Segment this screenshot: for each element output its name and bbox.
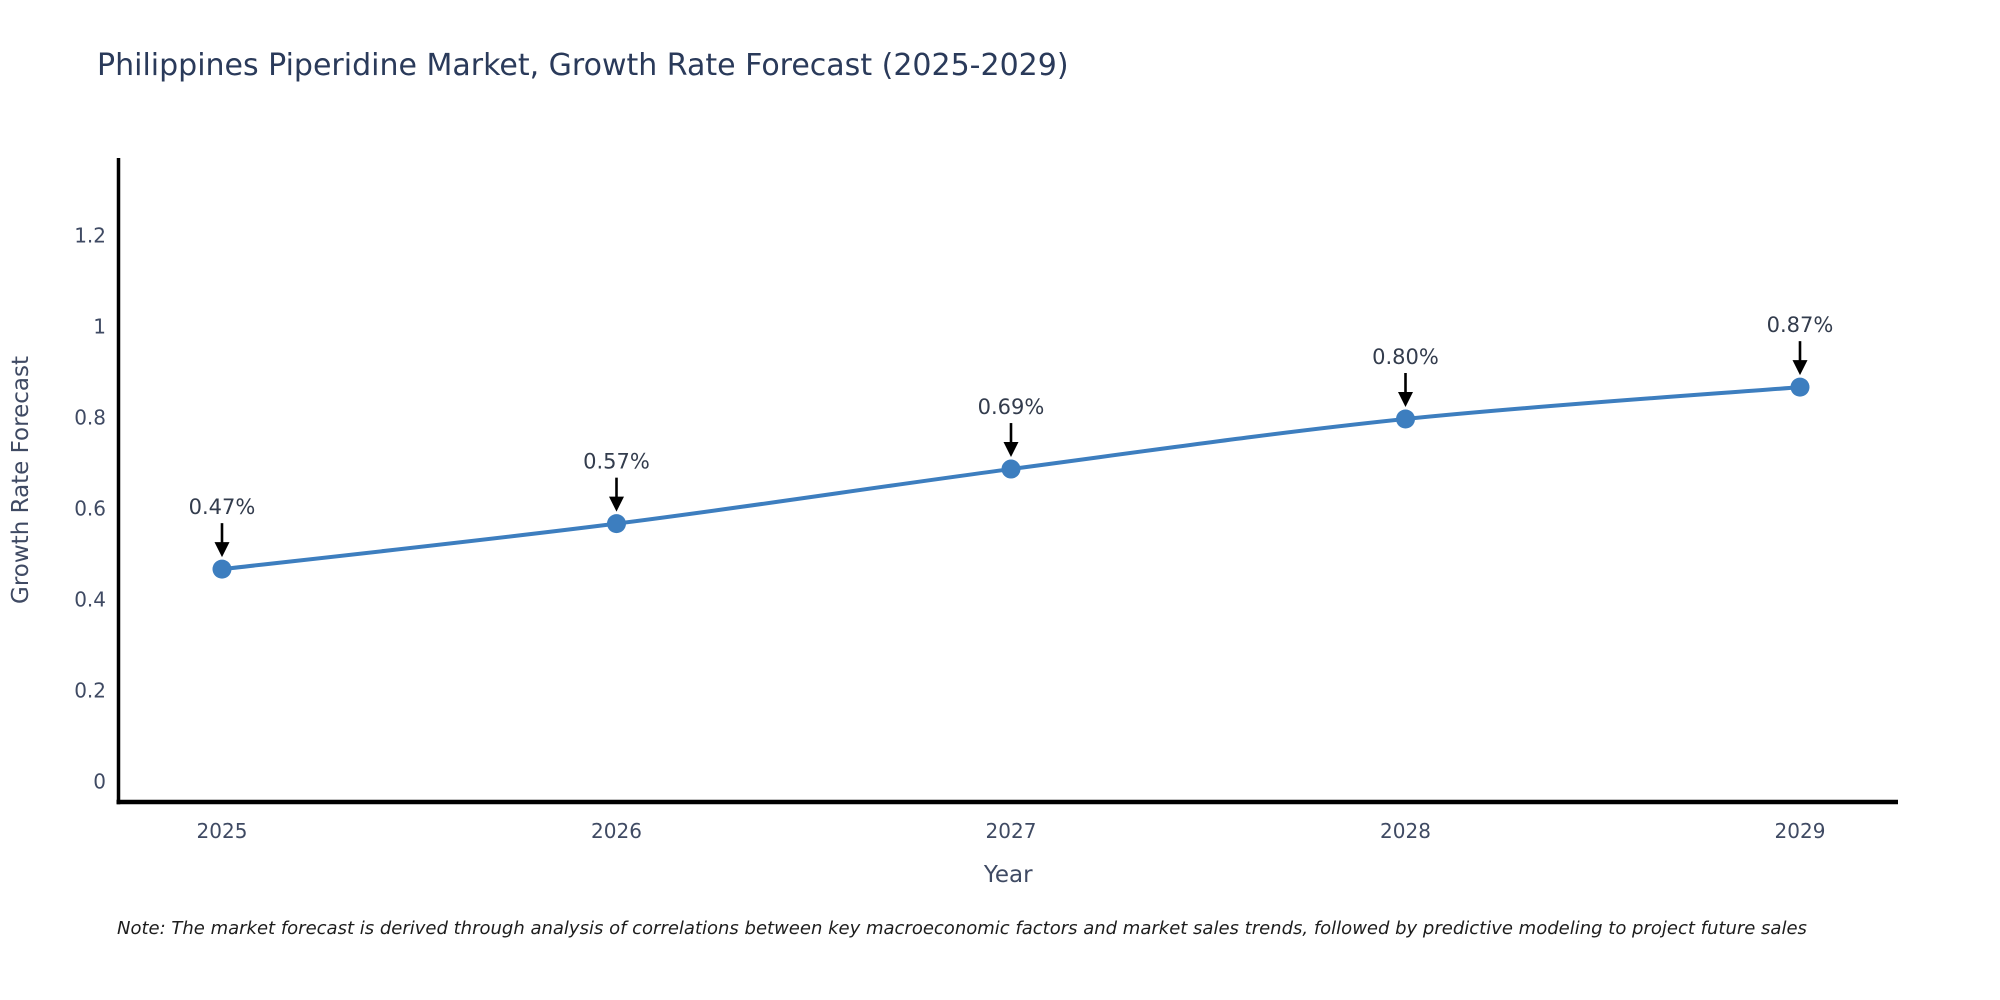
annotation-arrowhead-icon <box>609 496 624 512</box>
x-tick-label: 2027 <box>986 819 1037 843</box>
x-tick-label: 2026 <box>591 819 642 843</box>
data-point-label: 0.87% <box>1767 313 1834 337</box>
data-point-marker <box>607 514 626 534</box>
y-tick-label: 0.4 <box>74 588 106 612</box>
data-point-marker <box>1001 459 1021 479</box>
y-tick-label: 0.2 <box>74 679 106 703</box>
x-tick-label: 2025 <box>197 819 248 843</box>
annotation-arrowhead-icon <box>1792 360 1808 376</box>
y-tick-label: 0.6 <box>74 497 106 521</box>
footnote: Note: The market forecast is derived thr… <box>117 918 1807 939</box>
annotation-arrowhead-icon <box>214 542 230 558</box>
y-tick-label: 0.8 <box>74 406 106 430</box>
data-point-label: 0.69% <box>978 395 1045 419</box>
annotation-arrowhead-icon <box>1003 442 1019 458</box>
data-point-marker <box>1396 409 1415 429</box>
annotation-arrowhead-icon <box>1398 392 1413 407</box>
y-tick-label: 0 <box>93 770 106 794</box>
data-point-label: 0.47% <box>189 495 256 519</box>
data-point-label: 0.57% <box>583 450 650 474</box>
x-tick-label: 2029 <box>1775 819 1826 843</box>
data-point-marker <box>1790 377 1810 397</box>
y-axis-title: Growth Rate Forecast <box>8 356 34 604</box>
chart-title: Philippines Piperidine Market, Growth Ra… <box>97 48 1069 83</box>
x-axis-title: Year <box>983 862 1033 888</box>
y-tick-label: 1 <box>93 315 106 339</box>
y-tick-label: 1.2 <box>74 224 106 248</box>
data-point-marker <box>212 559 232 579</box>
x-tick-label: 2028 <box>1380 819 1431 843</box>
data-point-label: 0.80% <box>1372 345 1439 369</box>
